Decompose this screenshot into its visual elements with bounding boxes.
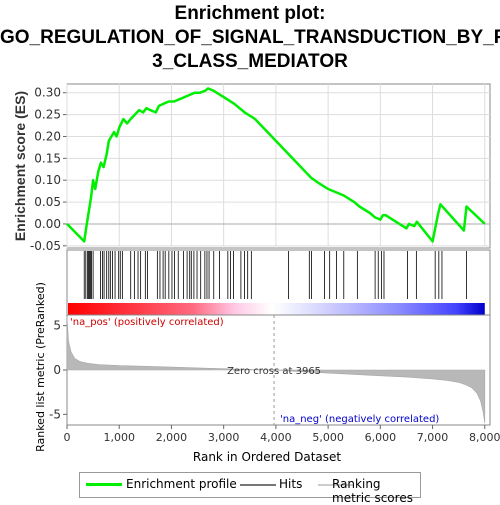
rank-color-band: [68, 303, 485, 315]
x-tick-label: 0: [64, 431, 71, 444]
es-tick-label: 0.00: [34, 217, 61, 231]
metric-panel: 5 0 -5 Zero cross at 3965 'na_pos' (positive…: [49, 315, 490, 425]
metric-tick-label: 0: [53, 363, 61, 377]
neg-label: 'na_neg' (negatively correlated): [280, 414, 439, 425]
x-tick-label: 1,000: [103, 431, 135, 444]
es-tick-label: 0.30: [34, 86, 61, 100]
legend-hits-label: Hits: [279, 477, 302, 491]
pos-label: 'na_pos' (positively correlated): [70, 317, 224, 328]
es-panel: -0.05 0.00 0.05 0.10 0.15 0.20 0.25 0.30: [30, 84, 490, 253]
es-axis-label: Enrichment score (ES): [12, 91, 28, 241]
x-tick-label: 8,000: [469, 431, 500, 444]
x-axis: 0 1,000 2,000 3,000 4,000 5,000 6,000 7,000 8,00…: [64, 425, 500, 444]
legend-es-swatch: [86, 483, 122, 486]
x-tick-label: 4,000: [260, 431, 292, 444]
hits-panel: [67, 250, 490, 315]
metric-axis-label: Ranked list metric (PreRanked): [34, 282, 47, 452]
legend-hits-swatch: [240, 484, 276, 486]
es-tick-label: -0.05: [30, 239, 61, 253]
legend-metric-label: Ranking metric scores: [332, 477, 420, 505]
zero-cross-label: Zero cross at 3965: [227, 366, 321, 377]
es-tick-label: 0.10: [34, 173, 61, 187]
es-tick-label: 0.05: [34, 195, 61, 209]
metric-tick-label: -5: [49, 407, 61, 421]
es-tick-label: 0.25: [34, 108, 61, 122]
x-tick-label: 6,000: [365, 431, 397, 444]
legend: Enrichment profile Hits Ranking metric s…: [79, 472, 421, 498]
metric-tick-label: 5: [53, 319, 61, 333]
es-tick-label: 0.20: [34, 129, 61, 143]
legend-es-label: Enrichment profile: [126, 477, 237, 491]
x-tick-label: 3,000: [208, 431, 240, 444]
es-plot-frame: [67, 84, 490, 248]
x-axis-label: Rank in Ordered Dataset: [193, 450, 341, 464]
x-tick-label: 5,000: [312, 431, 344, 444]
es-tick-label: 0.15: [34, 151, 61, 165]
x-tick-label: 2,000: [156, 431, 188, 444]
x-tick-label: 7,000: [417, 431, 449, 444]
